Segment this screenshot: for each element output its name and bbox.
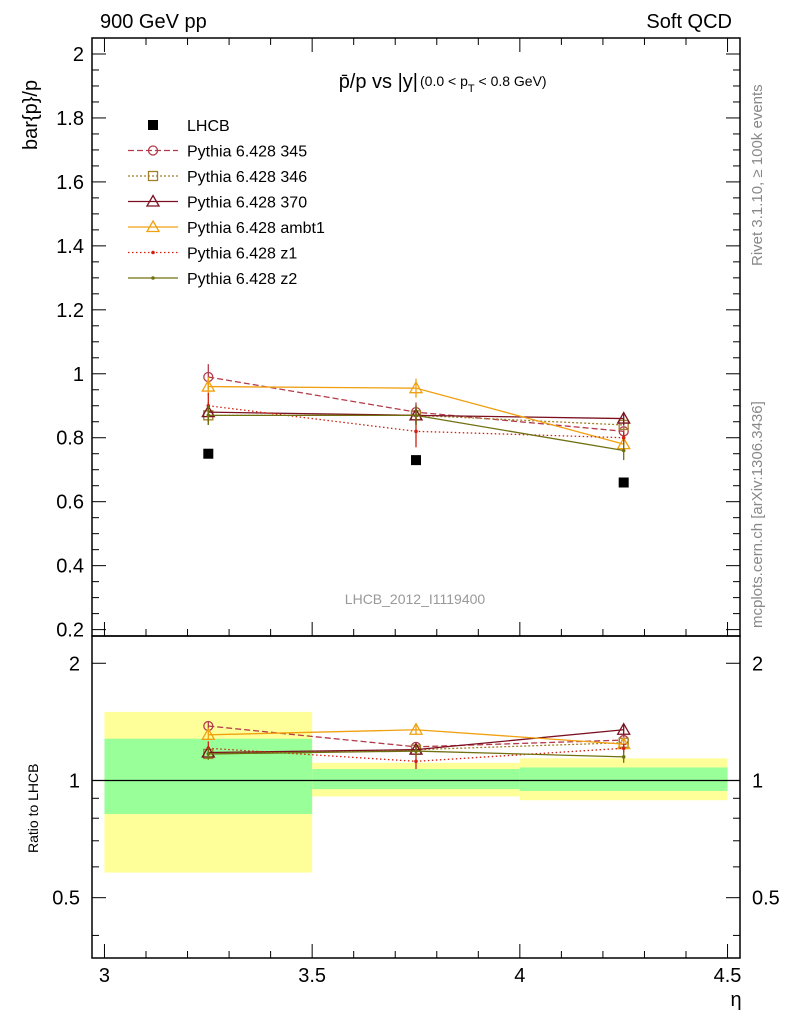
x-tick-label-2: 4 xyxy=(514,965,525,987)
y-tick-label-ratio-right-0: 0.5 xyxy=(752,888,780,910)
ratio-point-5-2 xyxy=(621,755,626,759)
y-tick-label-main-6: 1.4 xyxy=(56,236,84,258)
y-tick-label-main-9: 2 xyxy=(73,44,84,66)
mcplots-label: mcplots.cern.ch [arXiv:1306.3436] xyxy=(749,401,766,628)
main-ylabel: bar{p}/p xyxy=(20,80,42,150)
y-tick-label-main-2: 0.6 xyxy=(56,492,84,514)
main-point-3-2 xyxy=(616,411,631,424)
legend-marker-4 xyxy=(145,219,161,233)
main-point-6-0 xyxy=(206,413,211,418)
y-tick-label-main-1: 0.4 xyxy=(56,556,84,578)
ratio-bands xyxy=(104,711,728,873)
y-tick-label-main-0: 0.2 xyxy=(56,620,84,642)
y-tick-label-main-8: 1.8 xyxy=(56,108,84,130)
legend-label-3: Pythia 6.428 370 xyxy=(187,195,307,212)
legend-label-4: Pythia 6.428 ambt1 xyxy=(187,220,325,237)
ratio-series xyxy=(201,720,631,770)
title-range-sub: T xyxy=(468,83,475,95)
y-tick-label-ratio-0: 0.5 xyxy=(52,888,80,910)
main-point-5-2 xyxy=(621,435,626,440)
ratio-ylabel: Ratio to LHCB xyxy=(25,764,41,853)
ratio-point-4-1 xyxy=(414,759,418,764)
y-tick-label-ratio-right-1: 1 xyxy=(752,770,763,792)
legend-marker-2 xyxy=(147,170,159,182)
ratio-point-5-1 xyxy=(414,749,418,753)
legend-marker-3 xyxy=(145,194,161,207)
ratio-point-2-2 xyxy=(616,722,631,735)
main-point-4-0 xyxy=(201,379,216,392)
legend-label-6: Pythia 6.428 z2 xyxy=(187,271,297,288)
xlabel: η xyxy=(730,989,741,1011)
x-tick-label-3: 4.5 xyxy=(714,965,742,987)
legend-marker-5 xyxy=(151,250,155,255)
x-tick-label-1: 3.5 xyxy=(298,965,326,987)
legend-label-1: Pythia 6.428 345 xyxy=(187,144,307,161)
ratio-frame xyxy=(91,635,741,959)
legend: LHCB Pythia 6.428 345 Pythia 6.428 346 Pyth… xyxy=(128,118,325,288)
band-green-1 xyxy=(312,769,520,790)
title-range-suffix: < 0.8 GeV) xyxy=(475,73,547,89)
y-tick-label-ratio-1: 1 xyxy=(69,770,80,792)
y-tick-label-main-3: 0.8 xyxy=(56,428,84,450)
main-point-0-2 xyxy=(618,477,629,488)
title-range: (0.0 < pT < 0.8 GeV) xyxy=(420,73,547,95)
y-tick-label-main-5: 1.2 xyxy=(56,300,84,322)
main-point-6-2 xyxy=(621,448,626,453)
ratio-point-3-0 xyxy=(201,727,216,740)
title-range-prefix: (0.0 < p xyxy=(420,73,468,89)
y-tick-label-ratio-right-2: 2 xyxy=(752,653,763,675)
legend-marker-6 xyxy=(151,276,155,280)
main-series xyxy=(201,364,631,488)
analysis-watermark: LHCB_2012_I1119400 xyxy=(345,591,486,607)
main-point-4-1 xyxy=(408,380,424,394)
ratio-point-4-2 xyxy=(621,746,626,751)
main-point-0-0 xyxy=(203,448,214,459)
ratio-point-5-0 xyxy=(206,752,211,756)
x-tick-label-0: 3 xyxy=(99,965,110,987)
rivet-label: Rivet 3.1.10, ≥ 100k events xyxy=(749,84,766,266)
main-point-6-1 xyxy=(414,413,418,418)
y-tick-label-main-7: 1.6 xyxy=(56,172,84,194)
legend-marker-1 xyxy=(147,145,159,156)
legend-label-0: LHCB xyxy=(187,118,230,135)
band-green-2 xyxy=(519,767,728,791)
y-tick-label-ratio-2: 2 xyxy=(69,653,80,675)
main-point-5-1 xyxy=(414,429,418,434)
legend-label-2: Pythia 6.428 346 xyxy=(187,169,307,186)
legend-marker-0 xyxy=(148,120,158,130)
header-left: 900 GeV pp xyxy=(100,11,207,33)
main-point-0-1 xyxy=(411,455,421,466)
main-title: p̄/p vs |y| xyxy=(339,71,418,93)
ratio-point-3-1 xyxy=(408,722,424,735)
legend-label-5: Pythia 6.428 z1 xyxy=(187,246,297,263)
axes: 3 3.5 4 4.5 0.2 0.4 0.6 0.8 1 1.2 1.4 1.6 1.8 2 0.5 0.5… xyxy=(52,37,780,987)
y-tick-label-main-4: 1 xyxy=(73,364,84,386)
header-right: Soft QCD xyxy=(646,11,732,33)
